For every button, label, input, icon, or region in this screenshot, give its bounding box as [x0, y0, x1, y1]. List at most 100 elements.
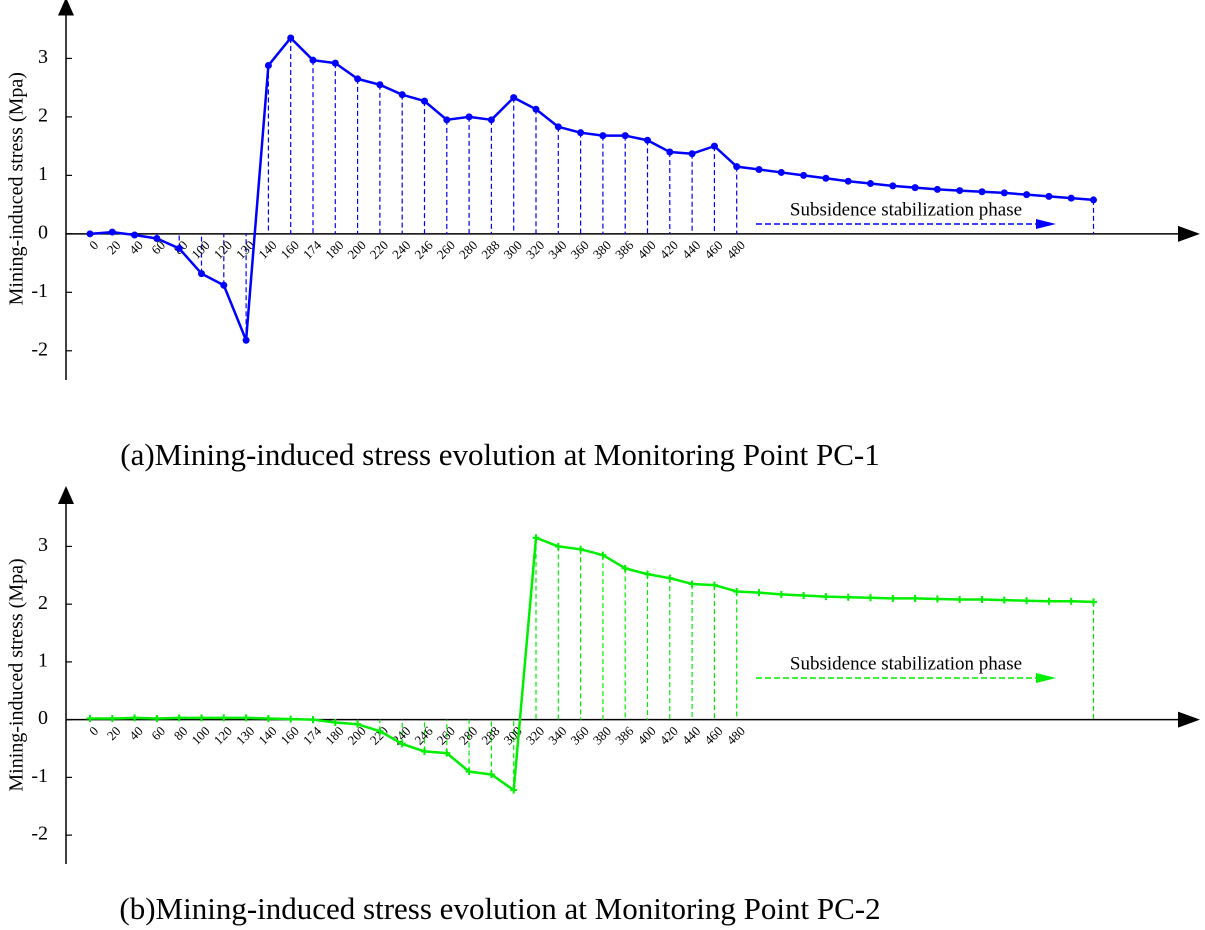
- marker: [398, 91, 406, 99]
- marker: [287, 34, 295, 42]
- x-tick-label: 380: [590, 237, 614, 261]
- y-tick-label: 1: [38, 163, 48, 185]
- data-line: [89, 36, 1094, 342]
- marker: [889, 182, 897, 190]
- x-tick-label: 340: [545, 237, 569, 261]
- marker: [86, 714, 94, 722]
- marker: [443, 116, 451, 124]
- y-axis-arrow: [58, 486, 74, 504]
- marker: [554, 542, 562, 550]
- marker: [733, 163, 741, 171]
- x-tick-label: 40: [126, 723, 146, 743]
- annotation-arrowhead: [1036, 673, 1056, 683]
- x-tick-label: 280: [456, 723, 480, 747]
- x-tick-label: 360: [567, 723, 591, 747]
- x-tick-label: 100: [188, 723, 212, 747]
- marker: [710, 581, 718, 589]
- marker: [487, 116, 495, 124]
- marker: [599, 132, 607, 140]
- x-tick-label: 180: [322, 237, 346, 261]
- marker: [800, 171, 808, 179]
- y-tick-label: 2: [38, 592, 48, 614]
- x-tick-label: 140: [255, 723, 279, 747]
- x-tick-label: 480: [724, 237, 748, 261]
- y-axis-arrow: [58, 0, 74, 16]
- marker: [822, 174, 830, 182]
- marker: [532, 105, 540, 113]
- x-tick-label: 460: [701, 237, 725, 261]
- x-tick-label: 160: [278, 237, 302, 261]
- x-tick-label: 60: [148, 723, 168, 743]
- marker: [175, 244, 183, 252]
- x-tick-label: 288: [478, 723, 502, 747]
- marker: [1067, 597, 1075, 605]
- marker: [86, 230, 94, 238]
- x-tick-label: 160: [278, 723, 302, 747]
- marker: [242, 714, 250, 722]
- marker: [1045, 597, 1053, 605]
- marker: [108, 228, 116, 236]
- x-tick-label: 400: [634, 723, 658, 747]
- x-tick-label: 120: [211, 723, 235, 747]
- x-tick-label: 288: [478, 237, 502, 261]
- marker: [198, 714, 205, 722]
- marker: [777, 590, 785, 598]
- marker: [131, 714, 139, 722]
- x-tick-label: 80: [171, 723, 191, 743]
- x-tick-label: 40: [126, 237, 146, 257]
- marker: [532, 534, 540, 542]
- marker: [844, 593, 852, 601]
- x-tick-label: 340: [545, 723, 569, 747]
- marker: [421, 747, 428, 755]
- marker: [510, 94, 518, 102]
- x-tick-label: 140: [255, 237, 279, 261]
- marker: [1045, 192, 1053, 200]
- marker: [666, 574, 674, 582]
- marker: [666, 148, 674, 156]
- x-axis-arrow: [1178, 225, 1200, 242]
- x-tick-label: 386: [612, 723, 637, 748]
- x-tick-label: 440: [679, 237, 703, 261]
- marker: [242, 336, 250, 344]
- marker: [933, 185, 941, 193]
- marker: [465, 113, 473, 121]
- marker: [978, 596, 986, 604]
- marker: [911, 184, 919, 192]
- marker: [755, 589, 763, 597]
- marker: [867, 180, 874, 188]
- marker: [688, 580, 696, 588]
- annotation: Subsidence stabilization phase: [790, 653, 1022, 674]
- x-tick-label: 480: [724, 723, 748, 747]
- y-axis-label: Mining-induced stress (Mpa): [6, 72, 28, 305]
- y-tick-label: 0: [38, 221, 48, 243]
- y-tick-label: 2: [38, 104, 48, 126]
- x-tick-label: 180: [322, 723, 346, 747]
- marker: [354, 720, 362, 728]
- x-tick-label: 386: [612, 237, 637, 262]
- marker: [309, 716, 317, 724]
- x-tick-label: 300: [501, 237, 525, 261]
- x-tick-label: 200: [344, 237, 368, 261]
- marker: [844, 177, 852, 185]
- y-tick-label: 0: [38, 707, 48, 729]
- y-tick-label: 1: [38, 649, 48, 671]
- marker: [867, 594, 874, 602]
- marker: [978, 188, 986, 196]
- x-tick-label: 260: [434, 237, 458, 261]
- chart-title: (b)Mining-induced stress evolution at Mo…: [119, 891, 880, 926]
- marker: [153, 235, 161, 243]
- marker: [264, 61, 272, 69]
- marker: [621, 132, 629, 140]
- marker: [398, 740, 406, 748]
- marker: [376, 727, 384, 735]
- x-tick-label: 260: [434, 723, 458, 747]
- x-tick-label: 20: [104, 723, 124, 743]
- marker: [577, 545, 585, 553]
- marker: [175, 714, 183, 722]
- marker: [956, 187, 964, 195]
- y-tick-label: -1: [31, 280, 48, 302]
- x-tick-label: 220: [367, 237, 391, 261]
- x-tick-label: 360: [567, 237, 591, 261]
- x-tick-label: 130: [233, 723, 257, 747]
